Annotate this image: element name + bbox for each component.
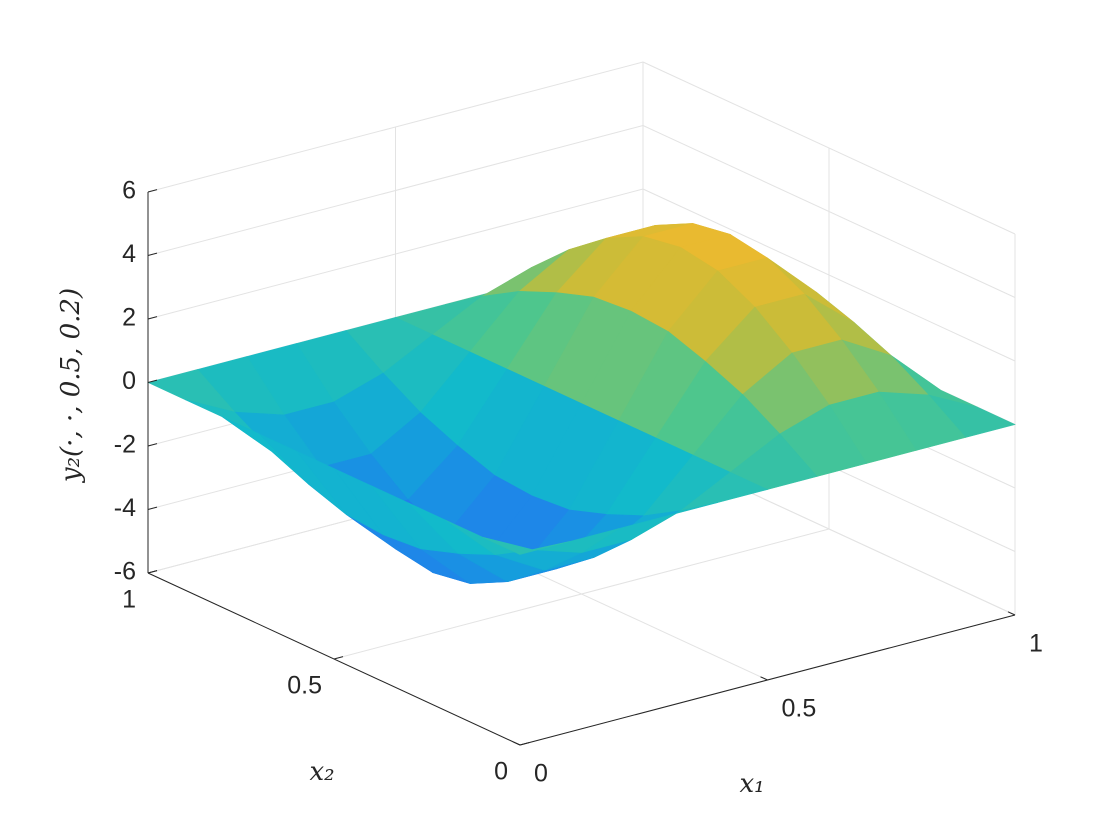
- y-tick: [147, 570, 158, 574]
- axes: -6 -4 -2 0 2 4 6 0 0.5 1 0 0.5 1: [114, 177, 1043, 788]
- z-tick: [147, 316, 158, 320]
- grid-line: [147, 61, 644, 193]
- z-tick: [147, 443, 158, 447]
- x-axis-label: x₁: [739, 769, 764, 799]
- grid-line: [333, 528, 830, 660]
- y-tick: [519, 742, 530, 746]
- surface-patch: [482, 537, 570, 555]
- x-tick: [1007, 611, 1016, 616]
- y-tick-label: 0.5: [287, 672, 322, 700]
- grid-line: [642, 188, 1016, 362]
- x-tick-label: 1: [1029, 630, 1043, 658]
- z-tick: [147, 379, 158, 383]
- y-tick-label: 0: [494, 758, 508, 786]
- z-axis-label: y₂(·, ·, 0.5, 0.2): [56, 288, 86, 483]
- x-tick-label: 0: [534, 760, 548, 788]
- grid-line: [147, 188, 644, 320]
- z-tick: [147, 189, 158, 193]
- z-tick-label: -6: [114, 558, 136, 586]
- z-tick-label: -2: [114, 431, 136, 459]
- z-tick-label: -4: [114, 494, 136, 522]
- grid-line: [642, 61, 1016, 235]
- grid-line: [147, 125, 644, 256]
- surface: [147, 223, 1016, 584]
- x-tick: [512, 741, 521, 746]
- z-tick-label: 4: [122, 240, 136, 268]
- z-tick: [147, 506, 158, 510]
- grid-line: [642, 125, 1016, 298]
- x-tick-label: 0.5: [782, 695, 817, 723]
- y-tick-label: 1: [122, 586, 136, 614]
- x-tick: [760, 676, 768, 681]
- y-tick: [333, 656, 344, 660]
- z-tick: [147, 252, 158, 256]
- y-axis-label: x₂: [309, 757, 334, 787]
- z-tick-label: 2: [122, 304, 136, 332]
- z-tick-label: 0: [122, 367, 136, 395]
- z-tick-label: 6: [122, 177, 136, 205]
